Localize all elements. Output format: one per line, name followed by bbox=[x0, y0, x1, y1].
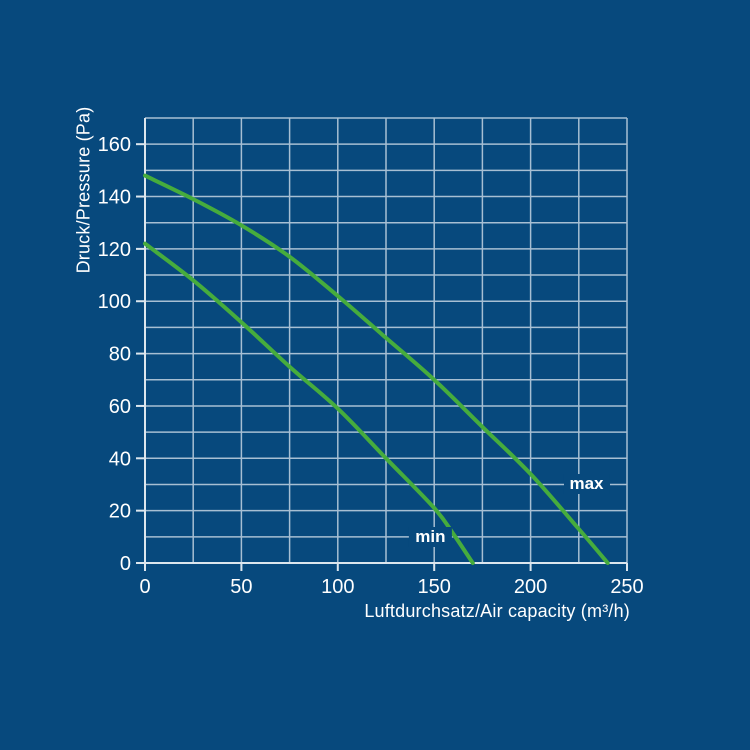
x-tick-label: 50 bbox=[230, 576, 252, 598]
curve-label-max: max bbox=[563, 474, 610, 495]
y-tick-label: 80 bbox=[109, 344, 131, 366]
curve-label-min: min bbox=[409, 526, 452, 547]
y-tick-label: 0 bbox=[120, 553, 131, 575]
x-tick-label: 100 bbox=[321, 576, 354, 598]
x-tick-label: 250 bbox=[610, 576, 643, 598]
curves bbox=[143, 173, 610, 565]
y-tick-label: 60 bbox=[109, 396, 131, 418]
x-tick-label: 0 bbox=[139, 576, 150, 598]
y-tick-label: 160 bbox=[98, 134, 131, 156]
y-tick-label: 120 bbox=[98, 239, 131, 261]
x-tick-label: 150 bbox=[418, 576, 451, 598]
tick-labels: 0 50 100 150 200 250 0 20 40 60 80 100 120 140 160 bbox=[98, 134, 644, 598]
axes-and-ticks bbox=[136, 118, 628, 571]
y-tick-label: 100 bbox=[98, 291, 131, 313]
x-axis-title: Luftdurchsatz/Air capacity (m³/h) bbox=[364, 601, 630, 621]
curve-min bbox=[143, 241, 475, 565]
y-tick-label: 20 bbox=[109, 501, 131, 523]
x-tick-label: 200 bbox=[514, 576, 547, 598]
y-tick-label: 140 bbox=[98, 187, 131, 209]
y-tick-label: 40 bbox=[109, 448, 131, 470]
y-axis-title: Druck/Pressure (Pa) bbox=[73, 106, 94, 274]
curve-max bbox=[143, 173, 610, 565]
